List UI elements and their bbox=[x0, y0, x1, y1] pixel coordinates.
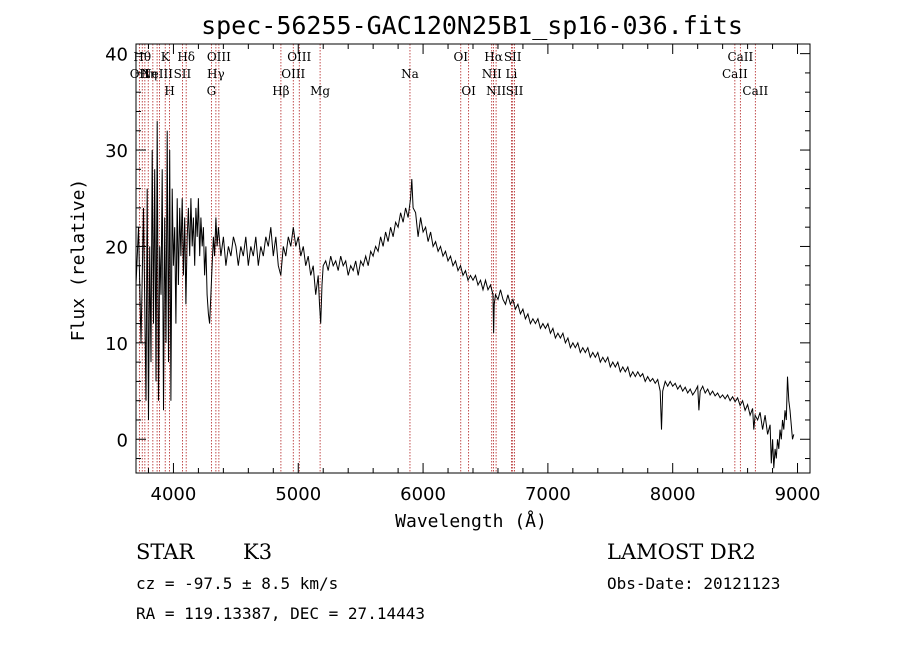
line-marker-label: G bbox=[207, 84, 217, 98]
line-marker-label: Li bbox=[506, 67, 518, 81]
line-marker-label: SII bbox=[506, 84, 524, 98]
coordinates-text: RA = 119.13387, DEC = 27.14443 bbox=[136, 604, 425, 623]
chart-title: spec-56255-GAC120N25B1_sp16-036.fits bbox=[201, 11, 743, 40]
line-marker-label: OIII bbox=[207, 50, 231, 64]
redshift-text: cz = -97.5 ± 8.5 km/s bbox=[136, 574, 338, 593]
line-marker-label: OI bbox=[461, 84, 476, 98]
line-marker-label: Hγ bbox=[207, 67, 225, 81]
object-class-label: STAR bbox=[136, 540, 195, 564]
line-marker-label: Hδ bbox=[177, 50, 195, 64]
line-marker-label: SII bbox=[174, 67, 192, 81]
x-tick-label: 4000 bbox=[151, 484, 197, 505]
line-marker-label: Hβ bbox=[272, 84, 289, 98]
line-marker-label: OI bbox=[453, 50, 468, 64]
x-tick-label: 6000 bbox=[400, 484, 446, 505]
spectral-line-markers bbox=[138, 44, 756, 473]
x-tick-label: 8000 bbox=[650, 484, 696, 505]
x-axis: 4000 5000 6000 7000 8000 9000 bbox=[147, 44, 821, 505]
y-tick-label: 10 bbox=[105, 334, 128, 355]
line-marker-label: CaII bbox=[722, 67, 748, 81]
survey-label: LAMOST DR2 bbox=[607, 540, 756, 564]
line-marker-label: CaII bbox=[727, 50, 753, 64]
line-marker-label: NII bbox=[486, 84, 506, 98]
spectrum-series-line bbox=[135, 121, 795, 469]
line-marker-label: Hα bbox=[484, 50, 503, 64]
y-axis-label: Flux (relative) bbox=[68, 179, 89, 342]
y-tick-label: 40 bbox=[105, 45, 128, 66]
object-subclass-label: K3 bbox=[243, 540, 272, 564]
line-marker-label: OIII bbox=[281, 67, 305, 81]
line-marker-label: K bbox=[161, 50, 171, 64]
line-marker-label: CaII bbox=[742, 84, 768, 98]
y-tick-label: 30 bbox=[105, 141, 128, 162]
line-marker-label: OII bbox=[130, 67, 150, 81]
line-marker-label: SII bbox=[504, 50, 522, 64]
line-marker-label: NII bbox=[482, 67, 502, 81]
y-tick-label: 0 bbox=[117, 430, 128, 451]
y-tick-label: 20 bbox=[105, 237, 128, 258]
obs-date-text: Obs-Date: 20121123 bbox=[607, 574, 780, 593]
line-marker-label: Na bbox=[401, 67, 419, 81]
spectral-line-labels: OIIHθHηNeIIIKHSIIHδGHγOIIIHβOIIIOIIIMgNa… bbox=[130, 50, 769, 98]
line-marker-label: Mg bbox=[310, 84, 330, 98]
x-axis-label: Wavelength (Å) bbox=[395, 510, 547, 532]
y-axis: 0 10 20 30 40 bbox=[105, 45, 810, 460]
x-tick-label: 7000 bbox=[525, 484, 571, 505]
line-marker-label: NeIII bbox=[141, 67, 173, 81]
x-tick-label: 9000 bbox=[775, 484, 821, 505]
x-tick-label: 5000 bbox=[275, 484, 321, 505]
line-marker-label: OIII bbox=[287, 50, 311, 64]
line-marker-label: Hη bbox=[139, 67, 157, 81]
line-marker-label: H bbox=[164, 84, 174, 98]
